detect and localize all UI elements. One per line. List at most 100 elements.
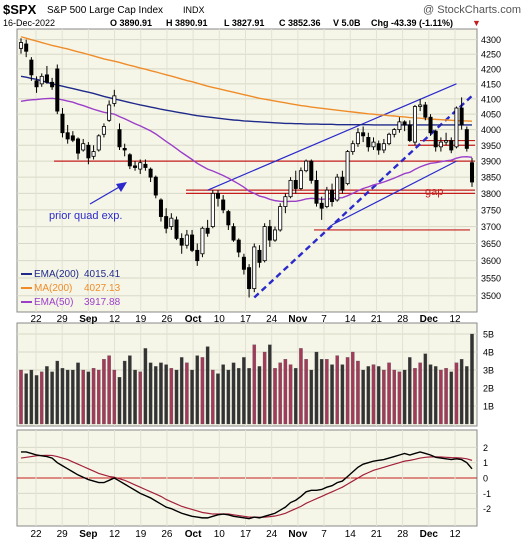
candle-body [76, 138, 81, 154]
volume-tick-label: 4B [483, 348, 494, 358]
candle-body [122, 148, 127, 151]
x-tick-label: 14 [345, 314, 357, 325]
volume-bar [50, 371, 54, 425]
candle-body [241, 256, 246, 270]
x-tick-label: 10 [214, 314, 226, 325]
x-tick-label: 28 [397, 529, 409, 540]
candle-body [298, 170, 303, 189]
volume-tick-label: 1B [483, 402, 494, 412]
price-tick-label: 4150 [481, 79, 501, 89]
candle-body [158, 199, 163, 217]
volume-bar [91, 368, 96, 425]
x-tick-label: Dec [420, 314, 439, 325]
candle-body [200, 227, 205, 255]
volume-bar [81, 369, 85, 425]
volume-bar [288, 364, 293, 425]
volume-bar [195, 355, 200, 425]
x-tick-label: 7 [321, 314, 327, 325]
candle-body [221, 199, 226, 211]
candle-body [29, 59, 34, 76]
candle-body [195, 249, 200, 262]
volume-bar [242, 357, 246, 425]
x-tick-label: 26 [161, 529, 173, 540]
price-axis-labels: 4300 4250 4200 4150 4100 4050 4000 3950 3900 3850… [481, 35, 501, 301]
volume-bar [19, 369, 23, 425]
legend-label-ema200: EMA(200) [34, 269, 79, 280]
annotation-arrow [89, 185, 122, 205]
volume-bar [392, 369, 396, 425]
legend-value-ema200: 4015.41 [84, 269, 121, 280]
volume-bar [293, 368, 298, 425]
volume-bar [376, 366, 381, 425]
candle-body [350, 143, 355, 152]
candle-body [433, 130, 438, 148]
volume-bar [465, 366, 469, 425]
volume-bar [314, 351, 319, 425]
annotation-arrow-head [116, 182, 127, 192]
volume-bar [268, 344, 272, 425]
candle-body [164, 216, 169, 229]
volume-bar [107, 355, 111, 425]
candle-body [376, 143, 381, 151]
x-tick-label: 10 [214, 529, 226, 540]
change-value: Chg -43.39 (-1.11%) [371, 18, 453, 28]
volume-bar [371, 364, 376, 425]
volume-bar [226, 369, 231, 425]
macd-axis-labels: 2 1 0 -1 -2 [483, 443, 491, 514]
macd-tick-label: 0 [483, 474, 488, 484]
candle-body [340, 176, 345, 191]
x-tick-label: Oct [185, 314, 202, 325]
candle-body [293, 179, 298, 189]
legend-value-ma200: 4027.13 [84, 283, 121, 294]
candle-body [402, 121, 407, 126]
legend-value-ema50: 3917.88 [84, 297, 121, 308]
volume-bar [382, 369, 386, 425]
x-tick-label: 22 [30, 314, 42, 325]
volume-bar [408, 357, 412, 425]
candle-body [288, 179, 293, 198]
x-tick-label: Nov [288, 314, 307, 325]
volume-bar [252, 344, 257, 425]
open-value: O 3890.91 [110, 18, 152, 28]
candle-body [392, 129, 397, 135]
volume-bar [133, 369, 137, 425]
price-tick-label: 3600 [481, 256, 501, 266]
price-tick-label: 4000 [481, 125, 501, 135]
candle-body [381, 143, 386, 151]
macd-tick-label: -1 [483, 489, 491, 499]
price-panel-background [16, 28, 478, 313]
volume-bar [319, 359, 324, 425]
volume-bar [179, 357, 184, 425]
legend-label-ma200: MA(200) [34, 283, 72, 294]
volume-panel-background [16, 322, 478, 427]
volume-bar [449, 371, 454, 425]
ema50-line [20, 97, 473, 203]
volume-bar [356, 360, 360, 425]
candle-body [50, 81, 55, 88]
candle-body [226, 211, 231, 226]
x-tick-label: 22 [30, 529, 42, 540]
candle-body [39, 75, 44, 85]
volume-bar [154, 366, 158, 425]
candle-body [65, 132, 70, 140]
volume-bar [340, 364, 345, 425]
candle-body [387, 133, 392, 145]
volume-bar [283, 359, 288, 425]
candle-body [444, 140, 449, 143]
trend-lines [207, 83, 473, 299]
candle-body [304, 160, 309, 172]
volume-bar [397, 371, 402, 425]
candles [18, 38, 475, 298]
volume-bar [211, 369, 215, 425]
candle-body [70, 135, 75, 141]
candle-body [91, 151, 96, 157]
x-tick-label: 12 [449, 529, 461, 540]
macd-grid [17, 446, 477, 510]
volume-bar [102, 359, 106, 425]
macd-tick-label: 1 [483, 458, 488, 468]
candle-body [262, 226, 267, 262]
price-grid [17, 39, 477, 297]
volume-bar [439, 369, 443, 425]
volume-bar [325, 359, 329, 425]
